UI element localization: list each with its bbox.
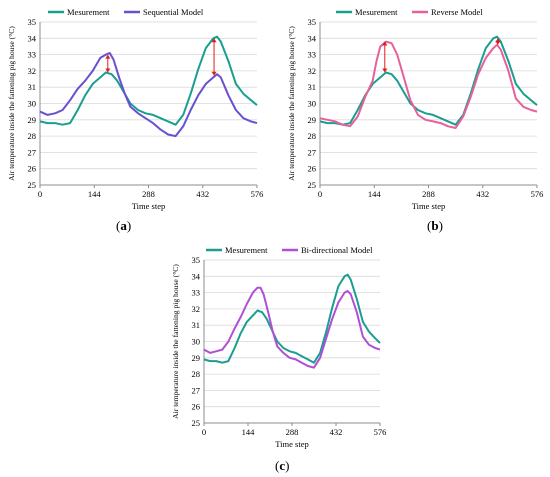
y-tick-label: 26 bbox=[308, 164, 317, 174]
y-tick-label: 34 bbox=[308, 33, 317, 43]
x-axis-label: Time step bbox=[132, 201, 165, 211]
y-tick-label: 32 bbox=[192, 304, 201, 314]
x-tick-label: 432 bbox=[476, 189, 489, 199]
y-tick-label: 25 bbox=[28, 180, 37, 190]
line-chart-c: 25 26 27 28 29 30 31 32 33 34 35 0 144 288 432 576 Time … bbox=[171, 245, 387, 449]
difference-arrow-head-bottom bbox=[495, 40, 501, 45]
chart-panel-b: 25 26 27 28 29 30 31 32 33 34 35 0 144 288 432 576 Time … bbox=[280, 0, 550, 235]
x-tick-label: 576 bbox=[531, 189, 544, 199]
y-tick-label: 26 bbox=[192, 402, 201, 412]
y-axis-label: Air temperature inside the fattening pig… bbox=[171, 264, 180, 419]
x-tick-label: 288 bbox=[286, 427, 299, 437]
series-line-1 bbox=[203, 273, 381, 364]
chart-panel-a: 25 26 27 28 29 30 31 32 33 34 35 0 144 288 432 576 Time … bbox=[0, 0, 270, 235]
panel-label-c: (c) bbox=[275, 458, 290, 473]
y-tick-label: 33 bbox=[192, 288, 201, 298]
panel-label-a: (a) bbox=[116, 218, 132, 233]
legend-label-2: Sequential Model bbox=[143, 7, 204, 17]
chart-panel-c: 25 26 27 28 29 30 31 32 33 34 35 0 144 288 432 576 Time … bbox=[160, 238, 400, 477]
series-line-2 bbox=[39, 52, 258, 138]
y-tick-label: 34 bbox=[192, 271, 201, 281]
series-line-2 bbox=[203, 286, 381, 369]
x-tick-label: 144 bbox=[242, 427, 256, 437]
y-tick-label: 29 bbox=[192, 353, 201, 363]
legend-label-1: Mesurement bbox=[225, 245, 268, 255]
x-tick-label: 576 bbox=[251, 189, 264, 199]
series-line-1 bbox=[39, 35, 258, 126]
difference-arrow-head-bottom bbox=[211, 71, 217, 76]
y-tick-label: 26 bbox=[28, 164, 37, 174]
y-tick-label: 29 bbox=[28, 115, 37, 125]
y-tick-label: 27 bbox=[28, 147, 37, 157]
line-chart-b: 25 26 27 28 29 30 31 32 33 34 35 0 144 288 432 576 Time … bbox=[287, 7, 544, 211]
series-line-2 bbox=[319, 40, 538, 129]
y-tick-label: 32 bbox=[28, 66, 37, 76]
difference-arrow-head-top bbox=[211, 38, 217, 43]
y-tick-label: 33 bbox=[28, 50, 37, 60]
y-tick-label: 27 bbox=[308, 147, 317, 157]
difference-arrow-head-top bbox=[382, 41, 388, 46]
y-tick-label: 28 bbox=[308, 131, 317, 141]
y-tick-label: 33 bbox=[308, 50, 317, 60]
y-tick-label: 34 bbox=[28, 33, 37, 43]
y-tick-label: 35 bbox=[308, 17, 317, 27]
y-tick-label: 30 bbox=[28, 99, 37, 109]
y-tick-label: 35 bbox=[192, 255, 201, 265]
y-axis-label: Air temperature inside the fattening pig… bbox=[7, 26, 16, 181]
x-tick-label: 288 bbox=[422, 189, 435, 199]
x-tick-label: 288 bbox=[142, 189, 155, 199]
panel-label-b: (b) bbox=[427, 218, 443, 233]
y-tick-label: 27 bbox=[192, 385, 201, 395]
y-tick-label: 29 bbox=[308, 115, 317, 125]
x-axis-label: Time step bbox=[412, 201, 445, 211]
series-line-1 bbox=[319, 35, 538, 126]
legend-label-1: Mesurement bbox=[355, 7, 398, 17]
x-tick-label: 576 bbox=[374, 427, 387, 437]
x-tick-label: 144 bbox=[88, 189, 102, 199]
y-tick-label: 25 bbox=[308, 180, 317, 190]
y-tick-label: 31 bbox=[192, 320, 201, 330]
difference-arrow-head-bottom bbox=[382, 68, 388, 73]
x-tick-label: 0 bbox=[318, 189, 322, 199]
y-tick-label: 35 bbox=[28, 17, 37, 27]
y-tick-label: 25 bbox=[192, 418, 201, 428]
x-tick-label: 432 bbox=[196, 189, 209, 199]
y-tick-label: 31 bbox=[28, 82, 37, 92]
y-tick-label: 32 bbox=[308, 66, 317, 76]
y-tick-label: 30 bbox=[308, 99, 317, 109]
x-tick-label: 0 bbox=[38, 189, 42, 199]
x-axis-label: Time step bbox=[275, 439, 308, 449]
legend-label-2: Reverse Model bbox=[431, 7, 483, 17]
y-tick-label: 30 bbox=[192, 337, 201, 347]
difference-arrow-head-bottom bbox=[105, 68, 111, 73]
y-tick-label: 28 bbox=[28, 131, 37, 141]
x-tick-label: 0 bbox=[202, 427, 206, 437]
y-axis-label: Air temperature inside the fattening pig… bbox=[287, 26, 296, 181]
y-tick-label: 31 bbox=[308, 82, 317, 92]
difference-arrow-head-top bbox=[105, 54, 111, 59]
legend-label-1: Mesurement bbox=[67, 7, 110, 17]
y-tick-label: 28 bbox=[192, 369, 201, 379]
x-tick-label: 144 bbox=[368, 189, 382, 199]
line-chart-a: 25 26 27 28 29 30 31 32 33 34 35 0 144 288 432 576 Time … bbox=[7, 7, 264, 211]
x-tick-label: 432 bbox=[330, 427, 343, 437]
legend-label-2: Bi-directional Model bbox=[301, 245, 373, 255]
